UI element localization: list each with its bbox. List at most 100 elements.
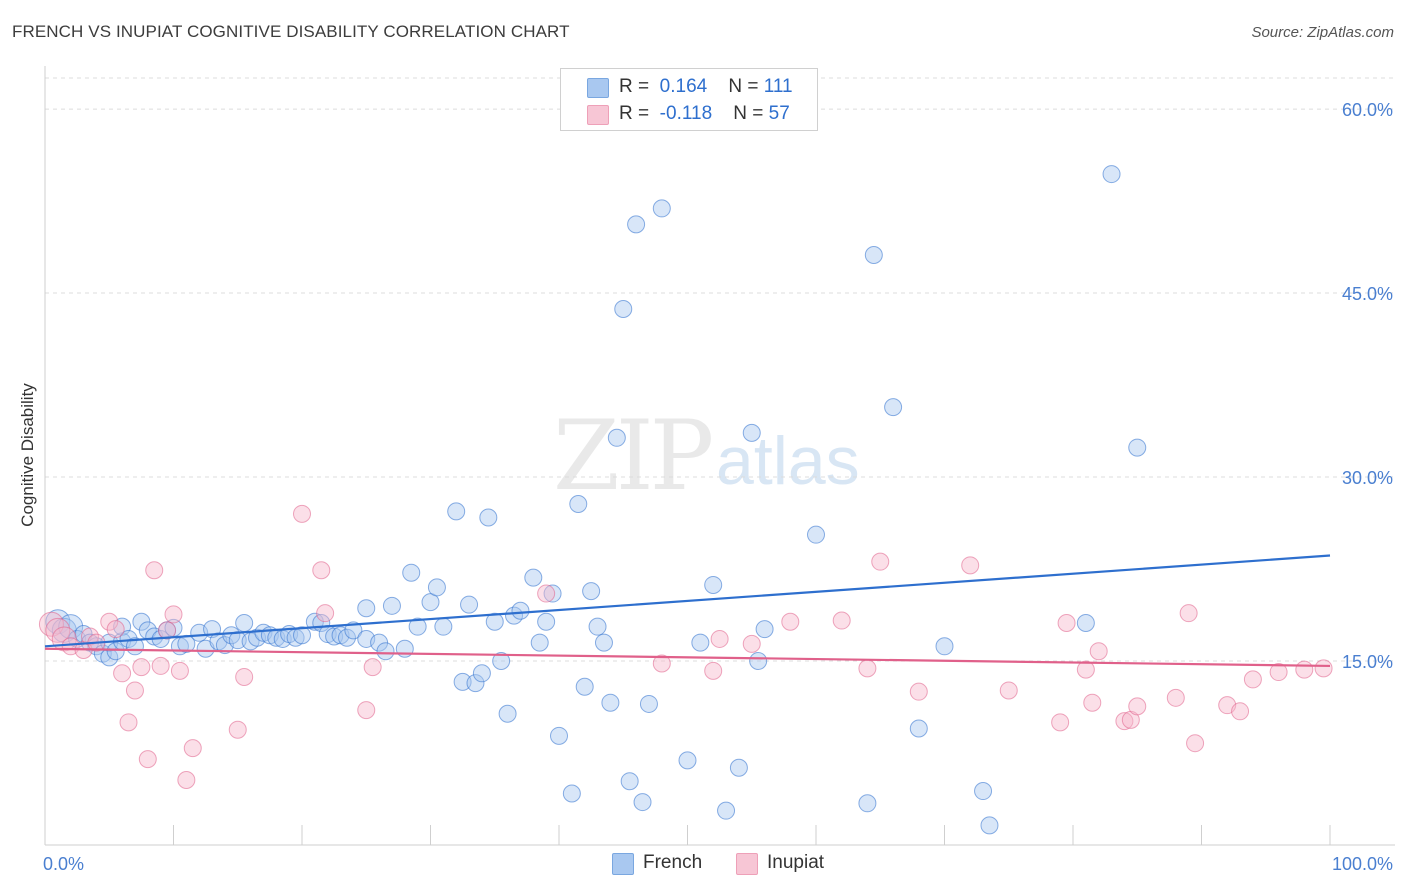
- french-point: [884, 398, 903, 417]
- inupiat-point: [138, 750, 157, 769]
- french-point: [325, 627, 344, 646]
- inupiat-point: [1243, 670, 1262, 689]
- watermark-atlas: atlas: [716, 423, 860, 499]
- french-points: [45, 165, 1147, 835]
- french-point: [807, 525, 825, 544]
- french-point: [620, 772, 639, 791]
- french-point: [453, 672, 472, 691]
- inupiat-point: [858, 659, 877, 678]
- french-point: [678, 751, 697, 770]
- inupiat-point: [228, 720, 247, 739]
- french-point: [479, 508, 498, 527]
- x-tick-label: 100.0%: [1332, 854, 1393, 874]
- french-point: [569, 495, 588, 514]
- french-point: [588, 617, 607, 636]
- french-point: [337, 628, 356, 647]
- gridlines: [45, 77, 1395, 662]
- french-point: [864, 246, 883, 265]
- inupiat-point: [781, 612, 800, 631]
- y-tick-label: 45.0%: [1342, 284, 1393, 304]
- inupiat-point: [183, 739, 202, 758]
- inupiat-point: [832, 611, 851, 630]
- inupiat-point: [100, 612, 119, 631]
- french-point: [755, 620, 774, 639]
- inupiat-point: [235, 667, 254, 686]
- french-point: [408, 617, 427, 636]
- tick-labels: 15.0% 30.0% 45.0% 60.0% 0.0% 100.0%: [43, 100, 1393, 874]
- inupiat-point: [119, 713, 138, 732]
- french-point: [344, 621, 363, 640]
- watermark-zip: ZIP: [553, 400, 714, 512]
- inupiat-point: [704, 661, 723, 680]
- french-point: [607, 428, 626, 447]
- french-n-value: 111: [763, 76, 793, 97]
- inupiat-point: [999, 681, 1018, 700]
- french-point: [935, 637, 954, 656]
- inupiat-point: [363, 658, 382, 677]
- inupiat-point: [1295, 660, 1314, 679]
- chart-title: FRENCH VS INUPIAT COGNITIVE DISABILITY C…: [12, 22, 570, 41]
- french-point: [45, 609, 71, 635]
- french-point: [980, 816, 999, 835]
- y-tick-label: 15.0%: [1342, 652, 1393, 672]
- inupiat-point: [1083, 693, 1102, 712]
- french-point: [460, 595, 479, 614]
- french-point: [601, 693, 620, 712]
- inupiat-point: [1115, 712, 1134, 731]
- french-point: [594, 633, 613, 652]
- inupiat-point: [106, 620, 125, 639]
- french-point: [382, 596, 401, 615]
- correlation-legend: R = 0.164 N = 111 R = -0.118 N = 57: [560, 68, 818, 131]
- french-swatch: [587, 78, 609, 98]
- french-point: [537, 612, 556, 631]
- inupiat-n-label: N =: [733, 103, 764, 124]
- inupiat-point: [1051, 713, 1070, 732]
- inupiat-point: [1314, 659, 1333, 678]
- inupiat-point: [145, 561, 164, 580]
- inupiat-point: [1076, 660, 1095, 679]
- french-r-value: 0.164: [659, 76, 708, 97]
- french-point: [357, 599, 376, 618]
- french-point: [582, 582, 601, 601]
- inupiat-point: [652, 654, 671, 673]
- french-trend-line: [44, 554, 1331, 648]
- french-point: [639, 694, 658, 713]
- inupiat-point: [293, 504, 311, 523]
- french-point: [472, 664, 491, 683]
- inupiat-point: [316, 604, 335, 623]
- inupiat-point: [1179, 604, 1198, 623]
- french-point: [909, 719, 928, 738]
- inupiat-point: [537, 584, 556, 603]
- y-axis-label: Cognitive Disability: [18, 383, 37, 527]
- french-r-label: R =: [619, 76, 650, 97]
- french-legend-label: French: [643, 852, 703, 873]
- inupiat-points: [38, 504, 1333, 789]
- french-point: [498, 704, 517, 723]
- french-point: [691, 633, 710, 652]
- inupiat-point: [132, 658, 151, 677]
- inupiat-point: [158, 621, 177, 640]
- inupiat-r-value: -0.118: [659, 103, 713, 124]
- inupiat-point: [312, 561, 331, 580]
- inupiat-point: [125, 681, 144, 700]
- french-point: [1128, 438, 1147, 457]
- trend-lines: [44, 554, 1331, 668]
- inupiat-swatch: [587, 105, 609, 125]
- inupiat-point: [742, 634, 761, 653]
- inupiat-point: [164, 605, 183, 624]
- french-n-label: N =: [728, 76, 759, 97]
- french-point: [575, 677, 594, 696]
- french-point: [485, 612, 504, 631]
- french-point: [858, 794, 877, 813]
- french-point: [633, 793, 652, 812]
- french-point: [614, 299, 633, 318]
- inupiat-point: [1186, 734, 1205, 753]
- inupiat-point: [710, 629, 729, 648]
- french-point: [717, 801, 736, 820]
- french-point: [402, 563, 421, 582]
- french-point: [530, 633, 549, 652]
- french-point: [511, 601, 530, 620]
- inupiat-point: [357, 701, 376, 720]
- french-legend-swatch: [612, 853, 634, 875]
- axes: [44, 66, 1395, 846]
